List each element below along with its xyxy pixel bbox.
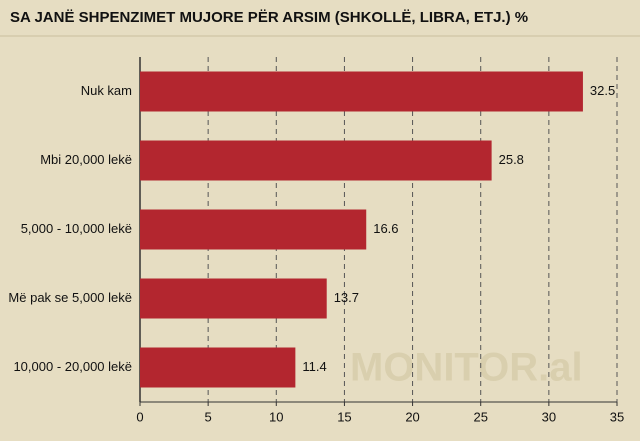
value-label: 25.8	[499, 152, 524, 167]
x-tick-label: 25	[473, 409, 487, 424]
value-label: 13.7	[334, 290, 359, 305]
bar	[140, 278, 327, 319]
y-tick-label: Nuk kam	[81, 83, 132, 98]
y-tick-label: 10,000 - 20,000 lekë	[13, 359, 132, 374]
value-label: 11.4	[302, 359, 326, 374]
x-tick-label: 10	[269, 409, 283, 424]
x-tick-label: 0	[136, 409, 143, 424]
bar	[140, 71, 583, 112]
watermark: MONITOR.al	[350, 346, 583, 390]
value-label: 32.5	[590, 83, 615, 98]
value-label: 16.6	[373, 221, 398, 236]
y-tick-label: Më pak se 5,000 lekë	[8, 290, 132, 305]
bar	[140, 209, 367, 250]
chart-title: SA JANË SHPENZIMET MUJORE PËR ARSIM (SHK…	[10, 9, 528, 26]
y-tick-label: Mbi 20,000 lekë	[40, 152, 132, 167]
x-tick-label: 30	[542, 409, 556, 424]
x-tick-label: 35	[610, 409, 624, 424]
y-tick-label: 5,000 - 10,000 lekë	[21, 221, 132, 236]
x-tick-label: 15	[337, 409, 351, 424]
x-tick-label: 5	[205, 409, 212, 424]
bar	[140, 140, 492, 181]
bar	[140, 347, 296, 388]
x-tick-label: 20	[405, 409, 419, 424]
